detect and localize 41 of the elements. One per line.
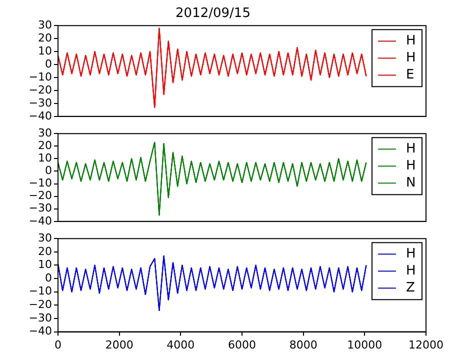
- x-tick-label: 12000: [408, 338, 444, 352]
- y-tick-label: 0: [45, 57, 52, 70]
- y-tick-label: 0: [45, 271, 52, 284]
- legend-label: H: [406, 141, 416, 156]
- y-tick-label: −10: [28, 70, 52, 84]
- legend-label: Z: [406, 280, 415, 296]
- y-tick-label: −10: [28, 284, 52, 298]
- y-tick-label: −30: [28, 202, 52, 215]
- y-tick-label: −40: [28, 109, 52, 122]
- legend-label: H: [406, 263, 416, 278]
- y-tick-label: −10: [28, 176, 52, 190]
- x-tick-label: 0: [54, 338, 62, 352]
- y-tick-label: 10: [38, 258, 52, 272]
- y-tick-label: 20: [38, 244, 52, 258]
- y-tick-label: 20: [38, 139, 52, 152]
- y-tick-label: −20: [28, 83, 52, 96]
- y-tick-label: −20: [28, 189, 52, 202]
- x-tick-label: 6000: [228, 338, 256, 352]
- y-tick-label: 30: [38, 126, 52, 140]
- y-tick-label: 30: [38, 231, 52, 244]
- x-tick-label: 2000: [105, 338, 134, 352]
- y-tick-label: 20: [38, 31, 52, 44]
- y-tick-label: 30: [38, 18, 52, 32]
- legend-label: H: [406, 246, 416, 262]
- chart-title: 2012/09/15: [176, 6, 250, 22]
- y-tick-label: 0: [45, 164, 52, 178]
- x-tick-label: 4000: [166, 338, 195, 352]
- y-tick-label: −40: [28, 324, 52, 338]
- y-tick-label: 10: [38, 152, 52, 165]
- y-tick-label: 10: [38, 44, 52, 58]
- legend-label: N: [406, 175, 416, 190]
- legend-label: E: [406, 67, 414, 82]
- x-tick-label: 8000: [289, 338, 318, 352]
- y-tick-label: −30: [28, 96, 52, 110]
- x-tick-label: 10000: [347, 338, 382, 352]
- y-tick-label: −30: [28, 311, 52, 324]
- legend-label: H: [406, 50, 416, 66]
- legend-label: H: [406, 33, 416, 48]
- y-tick-label: −40: [28, 214, 52, 228]
- y-tick-label: −20: [28, 298, 52, 312]
- legend-label: H: [406, 158, 416, 174]
